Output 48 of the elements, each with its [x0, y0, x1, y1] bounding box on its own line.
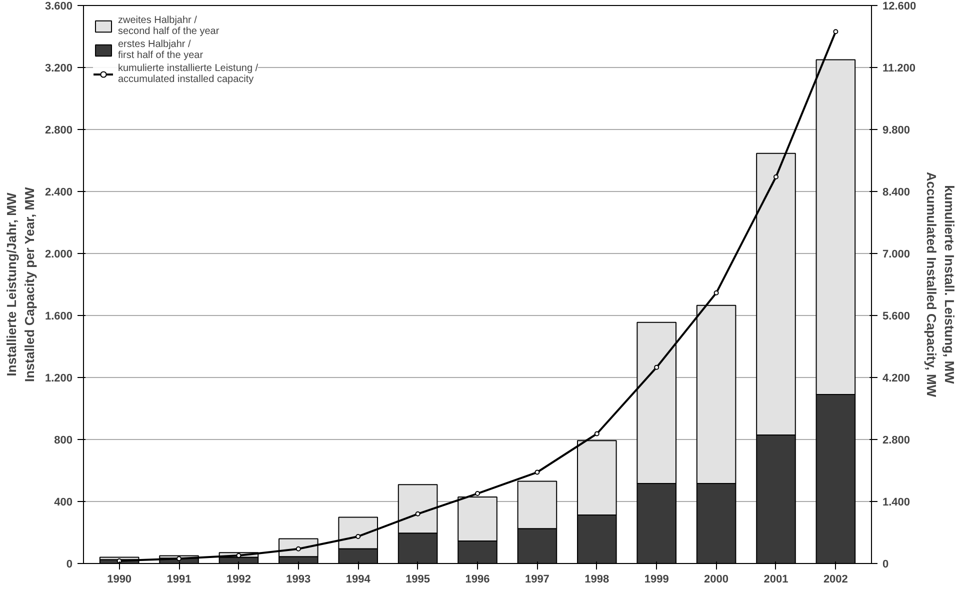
y-tick-label: 3.600 — [44, 0, 73, 12]
y-axis-title: Installierte Leistung/Jahr, MW Installed Capacity per Year, MW — [4, 186, 37, 382]
y2-tick-label: 7.000 — [882, 248, 910, 260]
x-tick-label: 1994 — [346, 574, 372, 586]
legend-label: kumulierte installierte Leistung / accumulated installed capacity — [118, 63, 258, 85]
y-tick-label: 2.000 — [44, 248, 73, 260]
point — [236, 553, 242, 558]
x-tick-label: 1998 — [584, 574, 610, 586]
point — [176, 556, 182, 562]
point — [714, 290, 719, 296]
point — [534, 470, 540, 475]
x-tick-label: 1992 — [226, 574, 251, 586]
y-tick-label: 1.200 — [44, 372, 73, 384]
x-tick-label: 2000 — [704, 574, 729, 586]
x-tick-label: 1997 — [524, 574, 550, 586]
x-tick-label: 1991 — [166, 574, 192, 586]
x-tick-label: 1995 — [406, 574, 430, 586]
y2-tick-label: 2.800 — [882, 434, 910, 446]
point — [594, 431, 600, 436]
x-tick-label: 1996 — [465, 574, 490, 586]
y-tick-label: 400 — [54, 496, 73, 508]
point — [356, 534, 361, 539]
y-tick-label: 1.600 — [44, 310, 73, 322]
y2-tick-label: 11.200 — [882, 62, 916, 74]
y2-tick-label: 1.400 — [882, 496, 910, 508]
y-tick-label: 0 — [66, 558, 73, 570]
y2-tick-label: 9.800 — [882, 124, 910, 136]
x-tick-label: 2001 — [764, 574, 788, 586]
y2-tick-label: 12.600 — [882, 0, 916, 12]
point — [296, 546, 301, 552]
y2-tick-label: 8.400 — [882, 186, 910, 198]
y-tick-label: 2.400 — [44, 186, 73, 198]
point — [654, 364, 660, 370]
point — [415, 511, 420, 516]
y2-tick-label: 5.600 — [882, 310, 910, 322]
x-tick-label: 1999 — [644, 574, 669, 586]
point — [475, 491, 480, 496]
y-tick-label: 800 — [54, 434, 73, 446]
y2-tick-label: 4.200 — [882, 372, 910, 384]
point — [773, 174, 778, 180]
y2-axis-title: kumulierte Install. Leistung, MW Accumulated Installed Capacity, MW — [924, 172, 958, 398]
y-tick-label: 2.800 — [44, 124, 73, 136]
x-tick-label: 1990 — [107, 574, 132, 586]
x-tick-label: 2002 — [823, 574, 848, 586]
y-tick-label: 3.200 — [44, 62, 73, 74]
point — [833, 29, 838, 34]
y2-tick-label: 0 — [882, 558, 889, 570]
x-tick-label: 1993 — [286, 574, 311, 586]
